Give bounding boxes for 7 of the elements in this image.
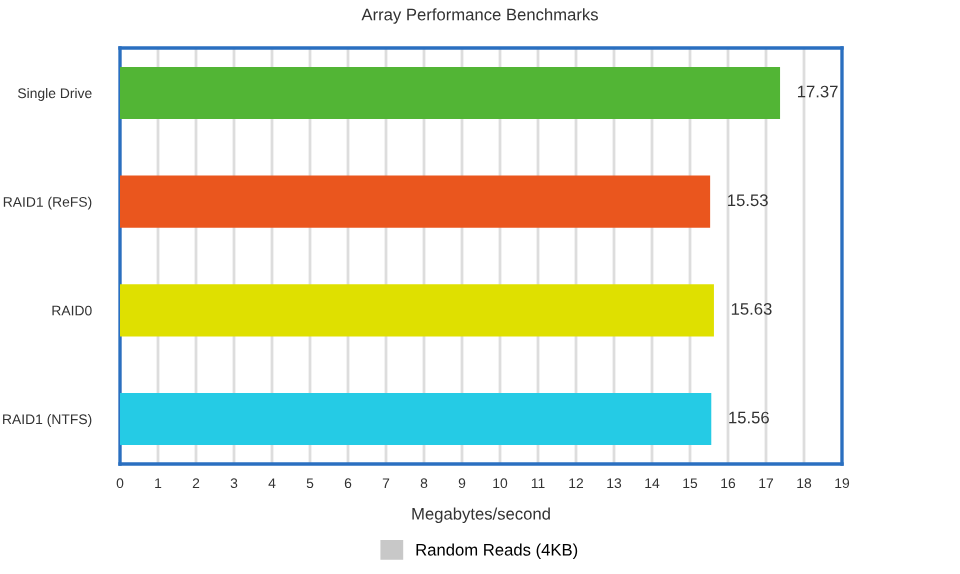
chart-title: Array Performance Benchmarks [361,8,598,24]
text: Random Reads (4KB) [416,543,578,559]
data-label: 15.56 [729,411,769,424]
data-label: 17.37 [798,85,838,98]
data-label: 15.63 [731,303,772,315]
x-axis-title: Megabytes/second [412,507,550,524]
data-label: 15.53 [728,194,768,207]
